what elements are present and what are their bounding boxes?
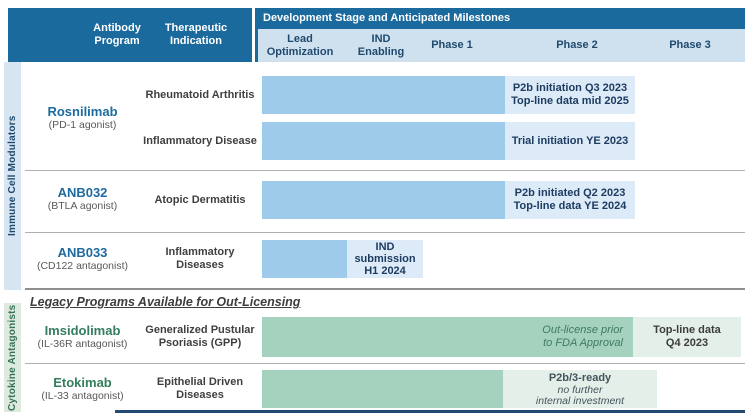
banner-development-stage: Development Stage and Anticipated Milest…	[255, 8, 745, 29]
stage-header-phase-2: Phase 2	[556, 39, 598, 51]
milestone-line: internal investment	[535, 394, 625, 407]
milestone-line: no further	[557, 383, 603, 396]
program-imsidolimab: Imsidolimab (IL-36R antagonist)	[20, 320, 145, 354]
group-strip-immune-cell-modulators: Immune Cell Modulators	[4, 62, 21, 290]
stage-band-left-edge	[255, 29, 258, 62]
milestone-box-anb033: IND submission H1 2024	[347, 240, 423, 278]
column-header-antibody-program: Antibody Program	[93, 22, 141, 47]
stage-header-lead-optimization: Lead Optimization	[266, 32, 334, 58]
bar-note-line: Out-license prior	[542, 324, 623, 336]
stage-header-band	[255, 29, 745, 62]
progress-bar-atopic-dermatitis	[262, 181, 505, 219]
program-name: Imsidolimab	[44, 323, 121, 338]
milestone-box-atopic-dermatitis: P2b initiated Q2 2023 Top-line data YE 2…	[505, 181, 635, 219]
program-mechanism: (CD122 antagonist)	[36, 260, 129, 272]
program-mechanism: (IL-36R antagonist)	[37, 338, 128, 350]
section-separator	[25, 288, 745, 290]
milestone-line: Top-line data	[653, 324, 721, 336]
progress-bar-inflammatory-disease	[262, 122, 505, 160]
indication-rheumatoid-arthritis: Rheumatoid Arthritis	[145, 88, 255, 101]
row-separator	[25, 232, 745, 233]
stage-header-phase-3: Phase 3	[669, 39, 711, 51]
milestone-line: Top-line data mid 2025	[511, 95, 629, 107]
milestone-box-rheumatoid-arthritis: P2b initiation Q3 2023 Top-line data mid…	[505, 76, 635, 114]
indication-inflammatory-disease: Inflammatory Disease	[143, 134, 257, 147]
program-mechanism: (IL-33 antagonist)	[41, 390, 124, 402]
program-name: Rosnilimab	[47, 104, 118, 119]
milestone-line: Trial initiation YE 2023	[511, 134, 629, 147]
milestone-line: P2b/3-ready	[548, 371, 612, 384]
program-name: ANB033	[57, 245, 108, 260]
bar-note-line: to FDA Approval	[543, 337, 623, 349]
program-etokimab: Etokimab (IL-33 antagonist)	[20, 372, 145, 406]
indication-inflammatory-diseases: Inflammatory Diseases	[165, 246, 235, 271]
indication-atopic-dermatitis: Atopic Dermatitis	[154, 193, 246, 206]
program-mechanism: (BTLA agonist)	[47, 200, 118, 212]
stage-header-phase-1: Phase 1	[431, 39, 473, 51]
row-separator	[25, 363, 745, 364]
stage-header-ind-enabling: IND Enabling	[357, 32, 405, 58]
bottom-border-line	[115, 410, 745, 413]
header-left-block: Antibody Program Therapeutic Indication	[8, 8, 252, 62]
program-name: ANB032	[57, 185, 108, 200]
column-header-therapeutic-indication: Therapeutic Indication	[164, 22, 228, 47]
milestone-line: P2b initiation Q3 2023	[512, 82, 628, 94]
milestone-box-etokimab: P2b/3-ready no further internal investme…	[503, 370, 657, 408]
indication-epithelial-driven-diseases: Epithelial Driven Diseases	[156, 376, 244, 401]
progress-bar-anb033	[262, 240, 347, 278]
milestone-box-imsidolimab: Top-line data Q4 2023	[633, 317, 741, 357]
milestone-box-inflammatory-disease: Trial initiation YE 2023	[505, 122, 635, 160]
program-anb033: ANB033 (CD122 antagonist)	[20, 242, 145, 276]
program-mechanism: (PD-1 agonist)	[48, 119, 117, 131]
progress-bar-imsidolimab: Out-license prior to FDA Approval	[262, 317, 633, 357]
group-strip-cytokine-antagonists: Cytokine Antagonists	[4, 303, 21, 412]
progress-bar-rheumatoid-arthritis	[262, 76, 505, 114]
program-name: Etokimab	[53, 375, 112, 390]
milestone-line: P2b initiated Q2 2023	[514, 187, 626, 199]
legacy-programs-heading: Legacy Programs Available for Out-Licens…	[30, 295, 301, 309]
milestone-line: IND submission H1 2024	[354, 241, 416, 277]
progress-bar-etokimab	[262, 370, 503, 408]
milestone-line: Q4 2023	[665, 337, 709, 349]
row-separator	[25, 170, 745, 171]
program-rosnilimab: Rosnilimab (PD-1 agonist)	[20, 101, 145, 135]
program-anb032: ANB032 (BTLA agonist)	[20, 182, 145, 216]
indication-gpp: Generalized Pustular Psoriasis (GPP)	[145, 324, 255, 349]
milestone-line: Top-line data YE 2024	[513, 200, 627, 212]
